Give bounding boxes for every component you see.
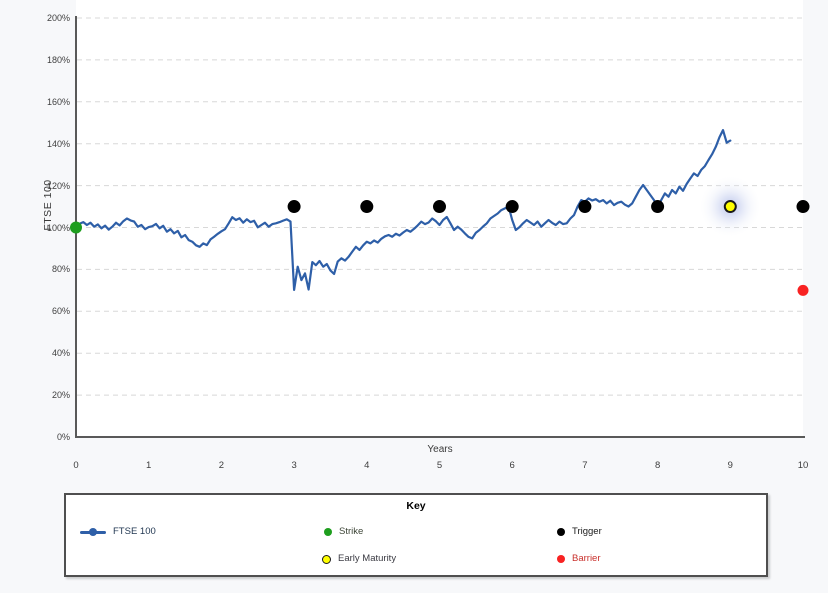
early-maturity-marker	[723, 200, 737, 214]
y-tick-label: 0%	[56, 432, 70, 442]
trigger-marker	[287, 200, 301, 214]
x-tick-label: 2	[218, 460, 225, 471]
trigger-marker	[651, 200, 665, 214]
x-tick-label: 3	[291, 460, 297, 471]
trigger-marker	[578, 200, 592, 214]
x-tick-label: 7	[582, 460, 588, 471]
trigger-marker	[360, 200, 374, 214]
x-tick-label: 6	[509, 460, 515, 471]
y-tick-label: 20%	[51, 390, 70, 401]
x-tick-label: 1	[146, 460, 152, 471]
y-tick-label: 140%	[46, 138, 70, 149]
legend-label-ftse-100: FTSE 100	[113, 526, 156, 537]
legend-item-ftse-100: FTSE 100	[80, 525, 156, 539]
y-axis-title: FTSE 100	[42, 179, 54, 231]
x-tick-label: 8	[654, 460, 661, 471]
legend-item-trigger: Trigger	[557, 525, 602, 539]
early-maturity-dot-icon	[322, 554, 331, 564]
y-tick-label: 180%	[46, 54, 70, 65]
barrier-dot-icon	[557, 555, 565, 563]
y-tick-label: 40%	[51, 348, 70, 359]
x-tick-label: 4	[364, 460, 370, 471]
ftse-100-line	[74, 129, 732, 291]
x-tick-label: 5	[436, 460, 443, 471]
x-tick-label: 9	[727, 460, 733, 471]
x-axis-title: Years	[427, 444, 453, 455]
y-tick-label: 120%	[46, 180, 70, 191]
ftse-100-line-marker-icon	[80, 528, 106, 536]
legend-item-early-maturity: Early Maturity	[322, 552, 396, 566]
trigger-marker	[433, 200, 446, 214]
trigger-dot-icon	[557, 528, 565, 536]
barrier-marker	[797, 284, 809, 296]
y-tick-label: 200%	[46, 13, 70, 23]
legend-box: Key FTSE 100 Strike Trigger Early Maturi…	[64, 493, 768, 577]
legend-label-trigger: Trigger	[572, 526, 602, 537]
legend-item-strike: Strike	[324, 525, 363, 539]
trigger-marker	[796, 200, 810, 214]
strike-dot-icon	[324, 528, 332, 536]
y-tick-label: 100%	[46, 222, 70, 233]
y-tick-label: 60%	[51, 306, 70, 317]
y-tick-label: 80%	[51, 264, 70, 275]
x-tick-label: 0	[73, 460, 79, 471]
plot-area	[76, 0, 803, 437]
legend-label-barrier: Barrier	[572, 553, 601, 564]
legend-label-strike: Strike	[339, 526, 364, 537]
legend-title: Key	[406, 500, 426, 512]
ftse-100-dot-icon	[89, 528, 97, 536]
legend-item-barrier: Barrier	[557, 552, 601, 566]
legend-label-early-maturity: Early Maturity	[338, 553, 397, 564]
y-tick-label: 160%	[46, 96, 70, 107]
x-tick-label: 10	[797, 460, 809, 471]
strike-marker	[70, 221, 82, 234]
trigger-marker	[505, 200, 519, 214]
